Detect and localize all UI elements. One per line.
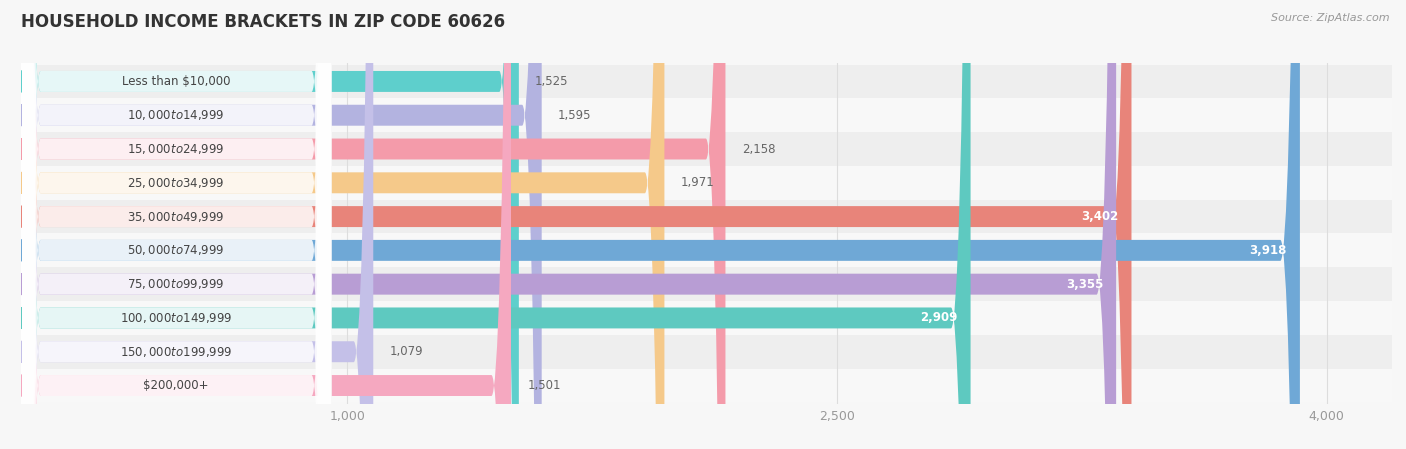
FancyBboxPatch shape <box>21 0 332 449</box>
FancyBboxPatch shape <box>21 0 332 449</box>
FancyBboxPatch shape <box>21 0 665 449</box>
FancyBboxPatch shape <box>21 0 1301 449</box>
FancyBboxPatch shape <box>21 0 332 449</box>
Bar <box>21 166 1392 200</box>
Text: Source: ZipAtlas.com: Source: ZipAtlas.com <box>1271 13 1389 23</box>
FancyBboxPatch shape <box>21 0 373 449</box>
Text: $50,000 to $74,999: $50,000 to $74,999 <box>128 243 225 257</box>
Bar <box>21 267 1392 301</box>
FancyBboxPatch shape <box>21 0 332 449</box>
Bar <box>21 335 1392 369</box>
FancyBboxPatch shape <box>21 0 725 449</box>
FancyBboxPatch shape <box>21 0 970 449</box>
Bar <box>21 98 1392 132</box>
Bar <box>21 65 1392 98</box>
Text: 2,909: 2,909 <box>920 312 957 325</box>
Text: 1,525: 1,525 <box>536 75 568 88</box>
Bar <box>21 200 1392 233</box>
Text: 2,158: 2,158 <box>742 142 775 155</box>
Text: $10,000 to $14,999: $10,000 to $14,999 <box>128 108 225 122</box>
Text: $25,000 to $34,999: $25,000 to $34,999 <box>128 176 225 190</box>
Text: 1,079: 1,079 <box>389 345 423 358</box>
FancyBboxPatch shape <box>21 0 332 449</box>
FancyBboxPatch shape <box>21 0 519 449</box>
FancyBboxPatch shape <box>21 0 332 449</box>
Bar <box>21 132 1392 166</box>
Text: $35,000 to $49,999: $35,000 to $49,999 <box>128 210 225 224</box>
FancyBboxPatch shape <box>21 0 332 449</box>
Bar <box>21 233 1392 267</box>
Bar <box>21 301 1392 335</box>
Text: $100,000 to $149,999: $100,000 to $149,999 <box>120 311 232 325</box>
FancyBboxPatch shape <box>21 0 1116 449</box>
Text: Less than $10,000: Less than $10,000 <box>122 75 231 88</box>
Text: 3,918: 3,918 <box>1250 244 1286 257</box>
Text: 1,595: 1,595 <box>558 109 592 122</box>
Text: $15,000 to $24,999: $15,000 to $24,999 <box>128 142 225 156</box>
Text: 3,355: 3,355 <box>1066 277 1104 291</box>
FancyBboxPatch shape <box>21 0 1132 449</box>
FancyBboxPatch shape <box>21 0 510 449</box>
FancyBboxPatch shape <box>21 0 332 449</box>
FancyBboxPatch shape <box>21 0 332 449</box>
Text: $75,000 to $99,999: $75,000 to $99,999 <box>128 277 225 291</box>
Text: 1,501: 1,501 <box>527 379 561 392</box>
Text: 3,402: 3,402 <box>1081 210 1118 223</box>
FancyBboxPatch shape <box>21 0 541 449</box>
Text: HOUSEHOLD INCOME BRACKETS IN ZIP CODE 60626: HOUSEHOLD INCOME BRACKETS IN ZIP CODE 60… <box>21 13 505 31</box>
FancyBboxPatch shape <box>21 0 332 449</box>
Text: $150,000 to $199,999: $150,000 to $199,999 <box>120 345 232 359</box>
Text: 1,971: 1,971 <box>681 176 714 189</box>
Text: $200,000+: $200,000+ <box>143 379 209 392</box>
Bar <box>21 369 1392 402</box>
